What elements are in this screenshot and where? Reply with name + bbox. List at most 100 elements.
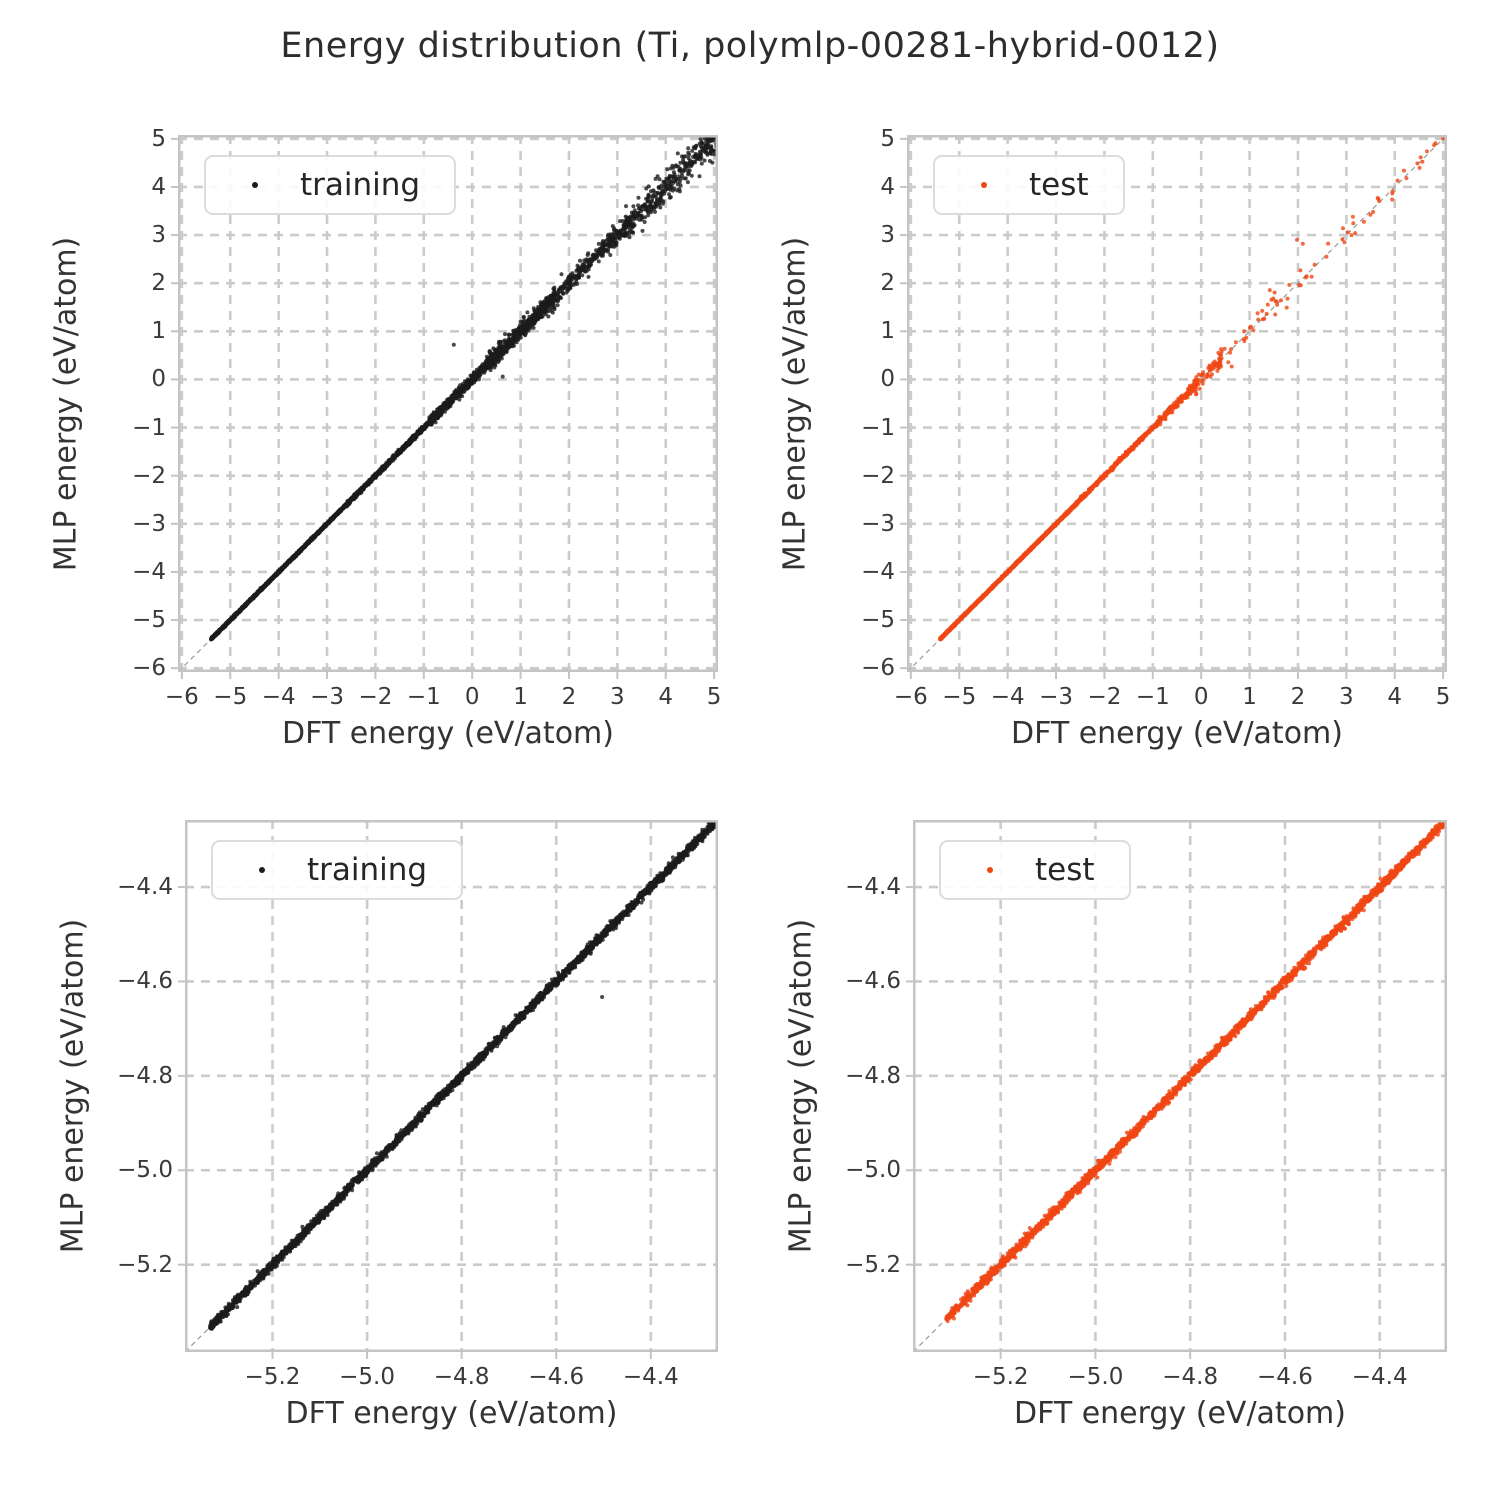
x-tick-label: −4.6 — [528, 1364, 585, 1390]
legend-test-zoom: test — [939, 840, 1131, 900]
axes-frame — [178, 135, 718, 672]
y-tick-label: 4 — [880, 173, 895, 200]
y-tick-label: −2 — [861, 462, 895, 489]
y-tick-label: 0 — [151, 366, 166, 393]
x-tick-label: −3 — [310, 684, 344, 710]
y-tick-label: 4 — [151, 173, 166, 200]
subplot-test-zoom: test DFT energy (eV/atom) MLP energy (eV… — [784, 820, 1447, 1431]
scatter-points-test — [938, 136, 1446, 642]
x-tick-label: −4 — [990, 684, 1025, 710]
x-tick-label: −5.2 — [244, 1364, 301, 1390]
y-tick-label: −4.6 — [117, 968, 173, 995]
scatter-points-training — [208, 820, 718, 1331]
y-axis-label: MLP energy (eV/atom) — [55, 918, 91, 1254]
y-tick-label: −1 — [861, 414, 895, 441]
y-tick-label: 1 — [880, 318, 895, 345]
x-tick-label: −5.0 — [339, 1364, 395, 1390]
x-tick-label: 5 — [1435, 684, 1451, 710]
legend-marker-dot — [259, 867, 265, 873]
axes-frame — [913, 820, 1447, 1352]
y-tick-label: −4.6 — [845, 968, 901, 995]
y-tick-label: −4.8 — [117, 1062, 173, 1089]
x-tick-label: 4 — [658, 684, 674, 710]
y-tick-label: 1 — [151, 318, 166, 345]
x-tick-label: −4.8 — [1162, 1364, 1219, 1390]
x-tick-label: −5.2 — [972, 1364, 1029, 1390]
y-tick-label: 2 — [151, 270, 166, 297]
y-tick-label: 5 — [151, 125, 166, 152]
x-tick-label: 3 — [1339, 684, 1354, 710]
axes-frame — [185, 820, 718, 1352]
scatter-points-training — [209, 135, 718, 642]
y-tick-label: −3 — [132, 510, 166, 537]
gridlines — [907, 135, 1447, 672]
plot-area-training-zoom — [178, 820, 718, 1359]
tick-marks — [178, 886, 652, 1359]
y-axis-label: MLP energy (eV/atom) — [783, 918, 819, 1254]
x-tick-label: −6 — [893, 684, 928, 710]
y-tick-label: −6 — [132, 655, 166, 682]
x-tick-label: −5 — [942, 684, 977, 710]
x-tick-label: 4 — [1387, 684, 1403, 710]
legend-marker-dot — [987, 867, 993, 873]
x-tick-label: −4.4 — [622, 1364, 679, 1390]
y-tick-label: 3 — [151, 222, 166, 249]
x-tick-label: −1 — [1135, 684, 1170, 710]
y-tick-label: −5 — [132, 607, 166, 634]
legend-test-full: test — [933, 155, 1125, 215]
x-axis-label: DFT energy (eV/atom) — [1014, 1396, 1346, 1431]
y-axis-label: MLP energy (eV/atom) — [777, 236, 813, 571]
y-tick-label: −5.2 — [845, 1251, 901, 1278]
legend-label: test — [1029, 167, 1089, 203]
x-tick-label: −6 — [164, 684, 199, 710]
x-axis-label: DFT energy (eV/atom) — [282, 716, 614, 751]
legend-label: training — [307, 852, 428, 888]
legend-label: training — [300, 167, 421, 203]
plot-area-training-full — [171, 135, 718, 679]
legend-label: test — [1035, 852, 1095, 888]
subplot-test-full: test DFT energy (eV/atom) MLP energy (eV… — [778, 126, 1451, 751]
x-tick-label: 2 — [1290, 684, 1306, 710]
tick-marks — [171, 137, 716, 679]
x-tick-label: −1 — [406, 684, 441, 710]
y-tick-label: −5.0 — [845, 1157, 901, 1184]
x-axis-label: DFT energy (eV/atom) — [1011, 716, 1343, 751]
tick-marks — [906, 886, 1381, 1359]
y-axis-label: MLP energy (eV/atom) — [48, 236, 84, 571]
x-tick-label: −5 — [213, 684, 248, 710]
x-tick-label: 1 — [1242, 684, 1257, 710]
y-tick-label: −4.4 — [845, 874, 901, 901]
figure-title: Energy distribution (Ti, polymlp-00281-h… — [280, 26, 1220, 66]
y-tick-label: −5 — [861, 607, 895, 634]
y-tick-label: −5.0 — [117, 1157, 173, 1184]
legend-training-full: training — [204, 155, 457, 215]
y-tick-label: 3 — [880, 222, 895, 249]
y-tick-label: −3 — [861, 510, 895, 537]
legend-marker-dot — [252, 182, 258, 188]
legend-training-zoom: training — [211, 840, 464, 900]
y-tick-label: 2 — [880, 270, 895, 297]
x-tick-label: 5 — [706, 684, 722, 710]
y-tick-label: −4.8 — [845, 1062, 901, 1089]
x-tick-label: −2 — [1087, 684, 1122, 710]
x-tick-label: −4 — [261, 684, 296, 710]
scatter-points-test — [944, 820, 1447, 1324]
legend-marker-dot — [981, 182, 987, 188]
x-tick-label: −2 — [358, 684, 393, 710]
subplot-training-full: training DFT energy (eV/atom) MLP energy… — [49, 126, 722, 751]
x-tick-label: −5.0 — [1067, 1364, 1124, 1390]
axes-frame — [907, 135, 1447, 672]
plot-area-test-zoom — [906, 820, 1447, 1359]
x-tick-label: −4.6 — [1257, 1364, 1313, 1390]
x-tick-label: −3 — [1039, 684, 1073, 710]
plot-area-test-full — [900, 135, 1447, 679]
x-tick-label: −4.4 — [1351, 1364, 1408, 1390]
y-tick-label: −2 — [132, 462, 166, 489]
y-tick-label: −4 — [132, 558, 166, 585]
y-tick-label: −4 — [861, 558, 895, 585]
x-tick-label: 0 — [1193, 684, 1209, 710]
y-tick-label: −5.2 — [117, 1251, 173, 1278]
x-axis-label: DFT energy (eV/atom) — [285, 1396, 618, 1431]
y-tick-label: −1 — [132, 414, 166, 441]
